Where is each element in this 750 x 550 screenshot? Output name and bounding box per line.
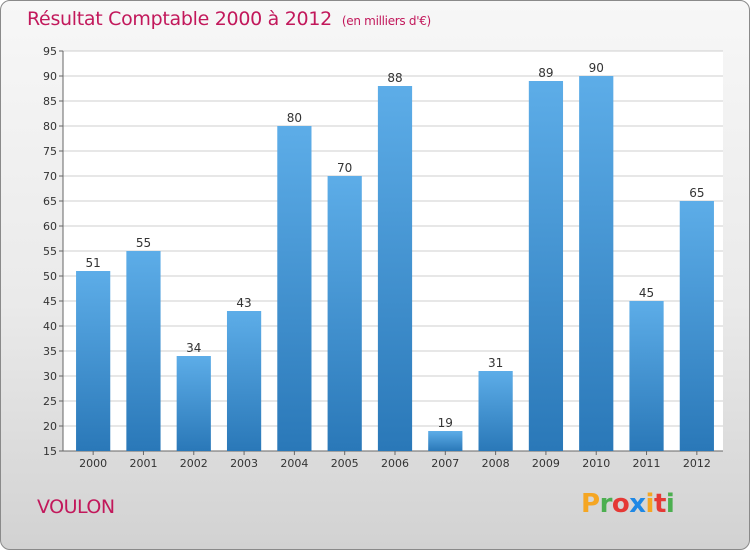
bar-2005 [327,176,362,451]
bar-2011 [629,301,664,451]
bar-value-label: 65 [689,186,704,200]
bar-2000 [76,271,111,451]
y-tick-label: 85 [43,95,57,108]
y-tick-label: 20 [43,420,57,433]
x-tick-label: 2011 [633,457,661,470]
x-axis: 2000 2001 2002 2003 2004 2005 2006 2007 2008 2009… [79,451,711,470]
bar-value-label: 19 [438,416,453,430]
commune-name: VOULON [37,496,115,518]
bar-value-label: 89 [538,66,553,80]
bars: 51 55 34 43 80 70 88 19 31 89 90 45 65 [76,61,714,451]
bar-2001 [126,251,161,451]
bar-value-label: 34 [186,341,201,355]
chart-subtitle: (en milliers d'€) [341,14,431,28]
bar-2004 [277,126,312,451]
y-tick-label: 15 [43,445,57,458]
bar-value-label: 55 [136,236,151,250]
y-tick-label: 25 [43,395,57,408]
bar-value-label: 31 [488,356,503,370]
x-tick-label: 2008 [482,457,510,470]
bar-2002 [176,356,211,451]
bar-value-label: 88 [387,71,402,85]
proxiti-logo: Proxiti [581,489,675,519]
y-tick-label: 95 [43,45,57,58]
bar-value-label: 51 [86,256,101,270]
y-tick-label: 90 [43,70,57,83]
x-tick-label: 2009 [532,457,560,470]
y-tick-label: 40 [43,320,57,333]
bar-2010 [579,76,614,451]
y-tick-label: 35 [43,345,57,358]
bar-value-label: 80 [287,111,302,125]
bar-2012 [679,201,714,451]
chart-title-text: Résultat Comptable 2000 à 2012 [27,8,332,30]
y-tick-label: 65 [43,195,57,208]
y-tick-label: 60 [43,220,57,233]
bar-2008 [478,371,513,451]
x-tick-label: 2000 [79,457,107,470]
x-tick-label: 2012 [683,457,711,470]
y-tick-label: 50 [43,270,57,283]
bar-2006 [377,86,413,451]
y-tick-label: 55 [43,245,57,258]
bar-2009 [528,81,564,451]
bar-value-label: 70 [337,161,352,175]
bar-value-label: 43 [236,296,251,310]
x-tick-label: 2004 [280,457,308,470]
y-tick-label: 80 [43,120,57,133]
bar-2003 [226,311,262,451]
bar-2007 [428,431,463,451]
x-tick-label: 2005 [331,457,359,470]
x-tick-label: 2006 [381,457,409,470]
y-tick-label: 75 [43,145,57,158]
y-tick-label: 30 [43,370,57,383]
x-tick-label: 2002 [180,457,208,470]
bar-value-label: 45 [639,286,654,300]
x-tick-label: 2007 [431,457,459,470]
x-tick-label: 2001 [129,457,157,470]
y-tick-label: 45 [43,295,57,308]
x-tick-label: 2010 [582,457,610,470]
bar-value-label: 90 [589,61,604,75]
x-tick-label: 2003 [230,457,258,470]
y-tick-label: 70 [43,170,57,183]
chart-title: Résultat Comptable 2000 à 2012 (en millie… [27,8,431,30]
